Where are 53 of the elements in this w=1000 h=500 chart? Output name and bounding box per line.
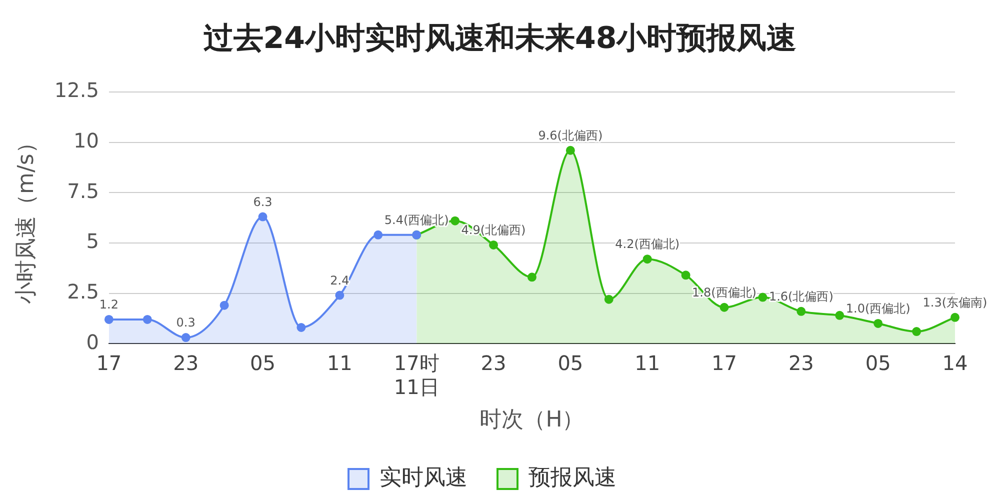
x-axis-title: 时次（H）: [480, 408, 584, 433]
y-tick-label: 0: [86, 330, 99, 354]
y-tick-label: 2.5: [67, 279, 99, 304]
x-tick-label: 17时 11日: [394, 350, 440, 399]
point: [681, 270, 690, 280]
x-tick-label: 23: [173, 350, 199, 375]
data-label: 1.0(西偏北): [846, 302, 910, 316]
y-tick-label: 5: [86, 229, 99, 254]
point: [874, 318, 883, 328]
y-tick-label: 7.5: [67, 178, 99, 203]
point: [220, 300, 229, 310]
point: [912, 327, 922, 336]
point: [296, 323, 306, 332]
point: [950, 312, 960, 322]
x-tick-label: 23: [788, 350, 814, 375]
point: [720, 302, 729, 312]
data-label: 9.6(北偏西): [538, 128, 603, 142]
point: [335, 290, 344, 300]
x-tick-label: 05: [865, 350, 891, 375]
y-axis-title: 小时风速（m/s）: [14, 132, 39, 304]
data-label: 1.2: [99, 298, 118, 312]
point: [450, 216, 460, 226]
point: [796, 306, 806, 316]
point: [258, 212, 268, 222]
chart-title: 过去24小时实时风速和未来48小时预报风速: [202, 20, 798, 58]
x-tick-label: 11: [634, 350, 660, 375]
x-tick-label: 17: [712, 350, 737, 375]
x-tick-label: 14: [942, 350, 968, 375]
data-label: 1.3(东偏南): [922, 296, 988, 310]
x-tick-label: 17: [96, 350, 122, 375]
data-label: 1.6(北偏西): [768, 290, 834, 304]
data-label: 0.3: [176, 316, 196, 330]
point: [181, 333, 190, 342]
legend-label: 实时风速: [380, 466, 468, 491]
x-tick-label: 11: [326, 350, 352, 375]
point: [642, 254, 652, 264]
point: [374, 230, 383, 240]
point: [489, 240, 498, 250]
x-tick-label: 05: [558, 350, 584, 375]
data-label: 4.2(西偏北): [615, 237, 680, 252]
point: [527, 272, 536, 282]
legend-label: 预报风速: [528, 466, 616, 491]
x-tick-label: 05: [250, 350, 276, 375]
point: [104, 314, 114, 324]
point: [758, 292, 768, 302]
point: [566, 146, 575, 155]
data-label: 6.3: [253, 194, 272, 209]
y-tick-label: 10: [73, 128, 99, 153]
point: [604, 294, 614, 304]
y-tick-label: 12.5: [54, 78, 99, 102]
point: [835, 310, 844, 320]
point: [142, 314, 152, 324]
x-tick-label: 23: [480, 350, 506, 375]
